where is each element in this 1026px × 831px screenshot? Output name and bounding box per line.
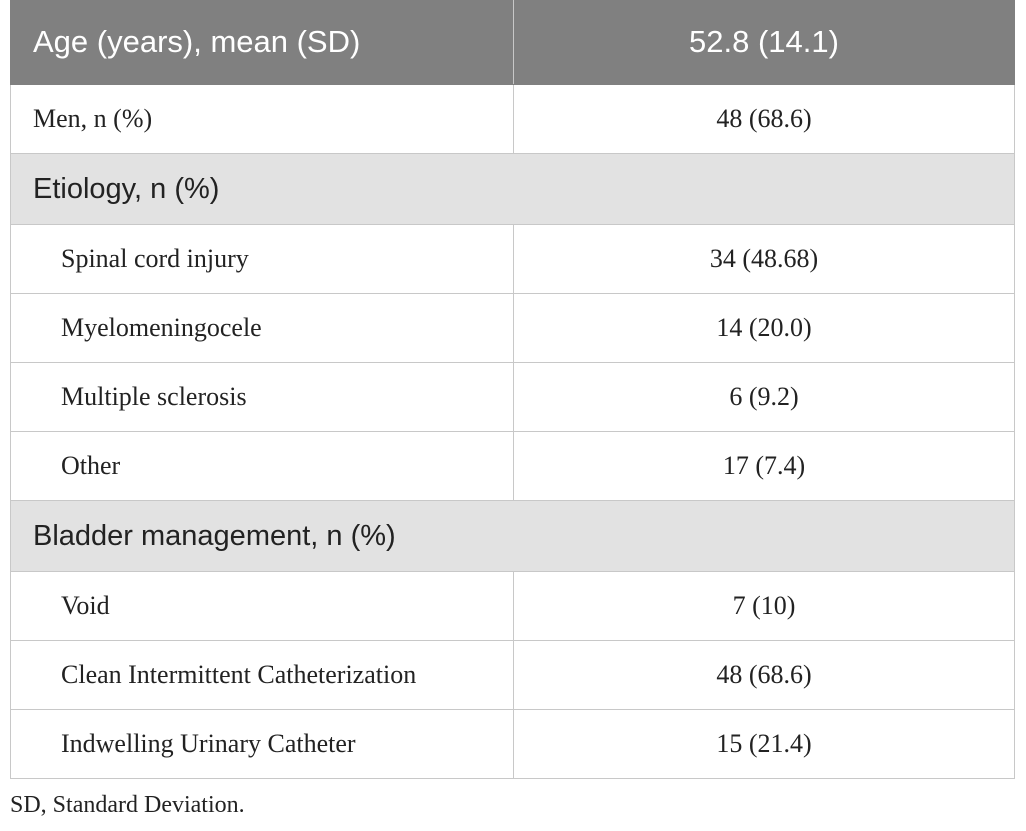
row-value: 34 (48.68) <box>513 225 1014 293</box>
row-value: 7 (10) <box>513 572 1014 640</box>
section-row: Bladder management, n (%) <box>10 501 1015 572</box>
section-label: Bladder management, n (%) <box>33 519 396 552</box>
data-row: Other 17 (7.4) <box>10 432 1015 501</box>
data-row: Clean Intermittent Catheterization 48 (68… <box>10 641 1015 710</box>
header-label: Age (years), mean (SD) <box>33 24 361 59</box>
row-label: Men, n (%) <box>33 104 153 133</box>
row-label: Other <box>61 451 121 480</box>
row-value: 14 (20.0) <box>513 294 1014 362</box>
row-value: 15 (21.4) <box>513 710 1014 778</box>
row-value: 48 (68.6) <box>513 85 1014 153</box>
row-label: Clean Intermittent Catheterization <box>61 660 417 689</box>
data-row: Indwelling Urinary Catheter 15 (21.4) <box>10 710 1015 779</box>
row-label: Myelomeningocele <box>61 313 262 342</box>
data-row: Void 7 (10) <box>10 572 1015 641</box>
footnote: SD, Standard Deviation. <box>10 792 245 818</box>
header-row: Age (years), mean (SD) 52.8 (14.1) <box>10 0 1015 85</box>
row-label: Spinal cord injury <box>61 244 249 273</box>
row-value: 6 (9.2) <box>513 363 1014 431</box>
row-value: 48 (68.6) <box>513 641 1014 709</box>
data-row: Multiple sclerosis 6 (9.2) <box>10 363 1015 432</box>
header-value: 52.8 (14.1) <box>513 0 1014 84</box>
data-row: Myelomeningocele 14 (20.0) <box>10 294 1015 363</box>
row-label: Void <box>61 591 110 620</box>
row-label: Multiple sclerosis <box>61 382 247 411</box>
row-label: Indwelling Urinary Catheter <box>61 729 356 758</box>
data-row: Spinal cord injury 34 (48.68) <box>10 225 1015 294</box>
section-row: Etiology, n (%) <box>10 154 1015 225</box>
section-label: Etiology, n (%) <box>33 172 220 205</box>
row-value: 17 (7.4) <box>513 432 1014 500</box>
data-row: Men, n (%) 48 (68.6) <box>10 85 1015 154</box>
